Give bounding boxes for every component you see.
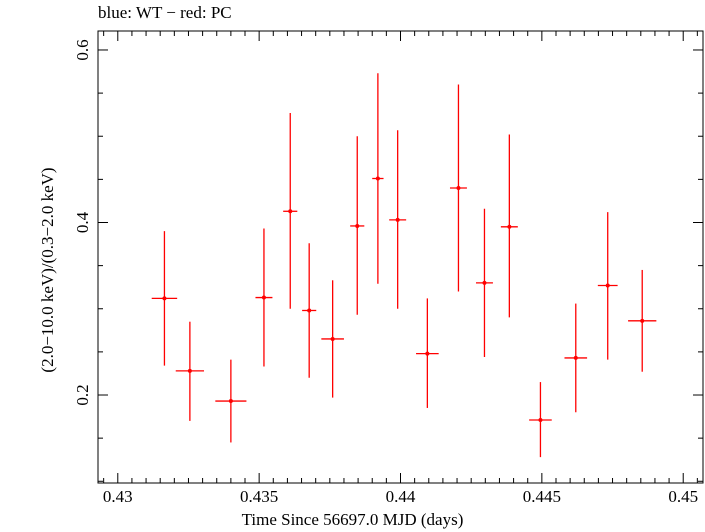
data-point xyxy=(355,223,360,228)
x-tick-label: 0.45 xyxy=(668,487,698,506)
data-point xyxy=(288,209,293,214)
data-point xyxy=(162,296,167,301)
x-tick-label: 0.435 xyxy=(240,487,278,506)
y-tick-label: 0.2 xyxy=(73,384,92,405)
x-tick-label: 0.43 xyxy=(103,487,133,506)
data-point xyxy=(573,355,578,360)
x-axis-label: Time Since 56697.0 MJD (days) xyxy=(241,510,464,529)
data-point xyxy=(228,399,233,404)
data-point xyxy=(425,351,430,356)
data-point xyxy=(187,368,192,373)
data-point xyxy=(482,280,487,285)
x-tick-label: 0.44 xyxy=(386,487,416,506)
y-tick-label: 0.4 xyxy=(73,211,92,233)
y-axis-label: (2.0−10.0 keV)/(0.3−2.0 keV) xyxy=(38,167,57,373)
data-point xyxy=(330,336,335,341)
chart-title: blue: WT − red: PC xyxy=(98,3,232,22)
data-point xyxy=(375,176,380,181)
data-point xyxy=(538,418,543,423)
data-point xyxy=(640,318,645,323)
data-point xyxy=(395,217,400,222)
data-point xyxy=(507,224,512,229)
plot-frame xyxy=(97,30,704,484)
y-tick-label: 0.6 xyxy=(73,39,92,60)
x-tick-label: 0.445 xyxy=(523,487,561,506)
data-point xyxy=(456,185,461,190)
data-point xyxy=(605,283,610,288)
data-point xyxy=(261,295,266,300)
data-point xyxy=(307,308,312,313)
